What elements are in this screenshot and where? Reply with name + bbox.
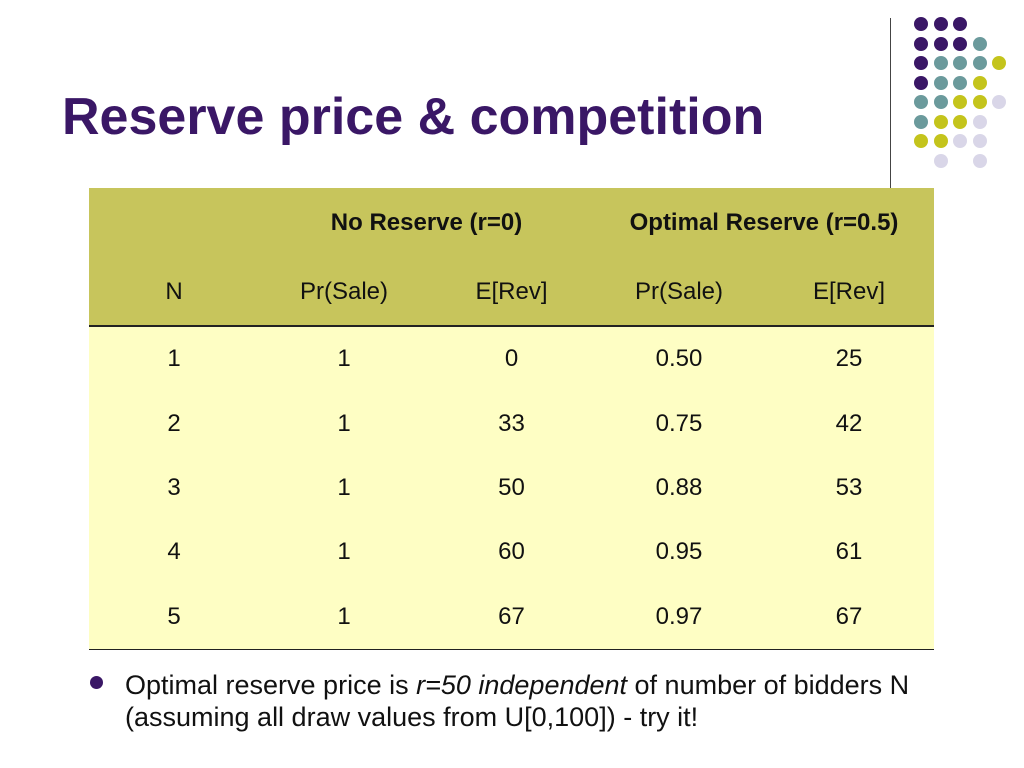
- decorative-dot: [953, 95, 967, 109]
- decorative-dot: [914, 56, 928, 70]
- table-cell: 0.75: [655, 409, 703, 437]
- table-row: 3 1 50 0.88 53: [89, 455, 935, 521]
- decorative-dot: [914, 17, 928, 31]
- decorative-dot: [933, 56, 948, 70]
- decorative-dot: [933, 134, 948, 148]
- table-cell: 0.95: [655, 538, 703, 566]
- table-cell: 0.88: [655, 473, 703, 501]
- decorative-dot: [914, 134, 928, 148]
- table-cell: 1: [337, 473, 351, 501]
- decorative-dot: [914, 95, 928, 109]
- column-header-pr-sale-no-reserve: Pr(Sale): [259, 258, 429, 327]
- decorative-dot: [953, 56, 967, 70]
- table-cell: 1: [167, 345, 181, 373]
- table-cell: 0.97: [594, 584, 764, 650]
- decorative-dot: [953, 36, 967, 51]
- column-header-e-rev-optimal: E[Rev]: [764, 258, 935, 327]
- table-cell: 4: [167, 538, 181, 566]
- decorative-dot: [972, 134, 987, 148]
- decorative-dot: [972, 153, 987, 168]
- group-header-optimal-reserve: Optimal Reserve (r=0.5): [629, 209, 899, 236]
- table-cell: 2: [167, 409, 181, 437]
- column-header-row: N Pr(Sale) E[Rev] Pr(Sale) E[Rev]: [89, 258, 935, 327]
- table-cell: 60: [498, 538, 525, 566]
- column-header-pr-sale-optimal: Pr(Sale): [594, 258, 764, 327]
- results-table: No Reserve (r=0) Optimal Reserve (r=0.5)…: [89, 188, 935, 650]
- table-cell: 67: [764, 584, 935, 650]
- decorative-dot: [972, 95, 987, 109]
- decorative-dot: [933, 114, 948, 129]
- decorative-dot: [992, 56, 1006, 70]
- decorative-dot: [953, 134, 967, 148]
- decorative-dot: [933, 95, 948, 109]
- decorative-dot-grid: [900, 8, 1024, 178]
- table-cell: 3: [167, 473, 181, 501]
- table-cell: 25: [835, 345, 863, 373]
- decorative-dot: [953, 75, 967, 90]
- bullet-text-start: Optimal reserve price is: [125, 670, 417, 700]
- decorative-dot: [933, 36, 948, 51]
- decorative-dot: [953, 17, 967, 31]
- decorative-dot: [972, 114, 987, 129]
- decorative-dot: [953, 114, 967, 129]
- table-cell: 61: [835, 538, 863, 566]
- results-table-container: No Reserve (r=0) Optimal Reserve (r=0.5)…: [89, 188, 935, 650]
- group-header-row: No Reserve (r=0) Optimal Reserve (r=0.5): [89, 188, 935, 258]
- decorative-dot: [933, 75, 948, 90]
- table-cell: 0: [504, 345, 519, 373]
- decorative-dot: [933, 153, 948, 168]
- table-row: 4 1 60 0.95 61: [89, 520, 935, 585]
- decorative-dot: [914, 114, 928, 129]
- table-cell: 50: [498, 473, 525, 501]
- decorative-divider: [890, 18, 891, 188]
- table-cell: 1: [337, 538, 351, 566]
- bullet-text-end: of number of bidders N (assuming all dra…: [125, 670, 910, 732]
- bullet-icon: [90, 676, 103, 689]
- table-cell: 1: [337, 409, 351, 437]
- table-cell: 5: [89, 584, 259, 650]
- decorative-dot: [933, 17, 948, 31]
- table-row: 2 1 33 0.75 42: [89, 391, 935, 456]
- decorative-dot: [972, 56, 987, 70]
- table-cell: 42: [835, 409, 863, 437]
- group-header-no-reserve: No Reserve (r=0): [330, 209, 523, 236]
- slide-title: Reserve price & competition: [62, 88, 765, 146]
- decorative-dot: [914, 75, 928, 90]
- table-cell: 33: [498, 409, 525, 437]
- decorative-dot: [972, 36, 987, 51]
- decorative-dot: [992, 95, 1006, 109]
- table-row: 1 1 0 0.50 25: [89, 326, 935, 392]
- table-cell: 1: [259, 584, 429, 650]
- column-header-e-rev-no-reserve: E[Rev]: [429, 258, 594, 327]
- bullet-text-emphasis: r=50 independent: [416, 670, 628, 700]
- table-cell: 0.50: [655, 345, 703, 373]
- table-cell: 1: [337, 345, 351, 373]
- bullet-text: Optimal reserve price is r=50 independen…: [125, 669, 955, 733]
- table-cell: 67: [429, 584, 594, 650]
- decorative-dot: [914, 36, 928, 51]
- table-cell: 53: [835, 473, 863, 501]
- table-row: 5 1 67 0.97 67: [89, 584, 935, 650]
- group-header-empty: [89, 188, 259, 258]
- decorative-dot: [972, 75, 987, 90]
- column-header-n: N: [89, 258, 259, 327]
